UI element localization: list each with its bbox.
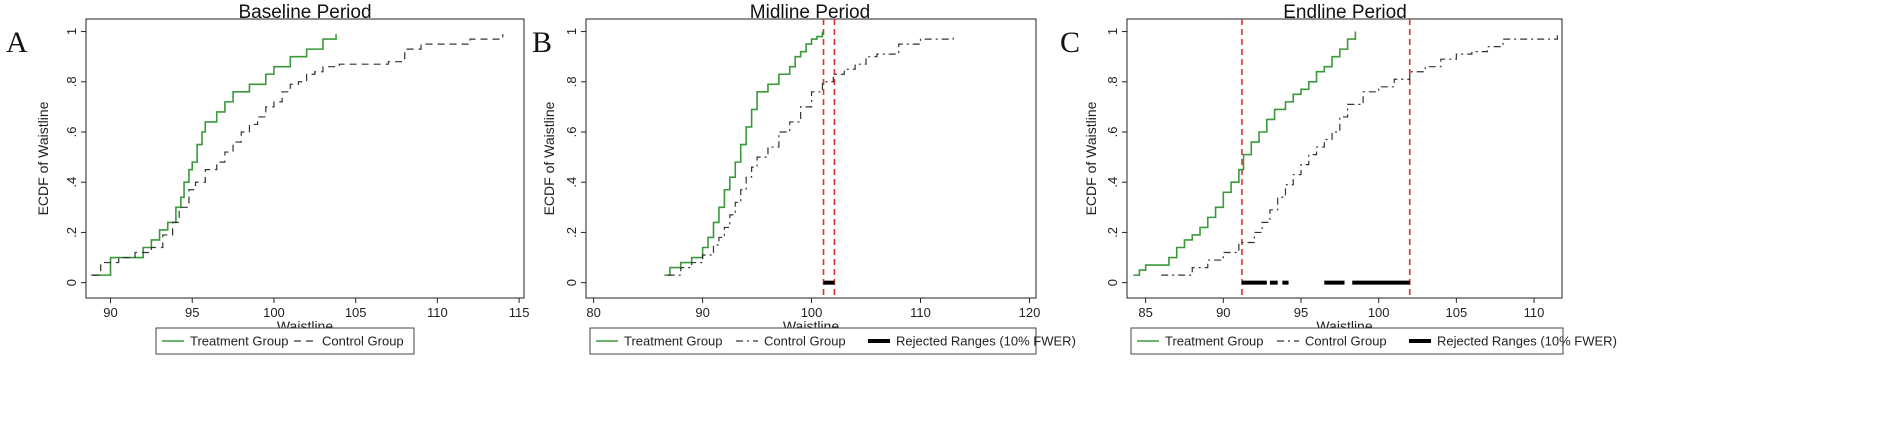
legend: Treatment Group Control Group Rejected Ran… [589, 327, 1076, 355]
y-tick-label: .2 [64, 227, 79, 238]
legend-label: Rejected Ranges (10% FWER) [1437, 334, 1617, 349]
x-tick-label: 90 [695, 305, 709, 320]
legend-box [1130, 327, 1564, 355]
legend-label: Treatment Group [1165, 334, 1264, 349]
legend: Treatment Group Control Group Rejected Ran… [1130, 327, 1617, 355]
x-tick-label: 80 [586, 305, 600, 320]
y-axis-label: ECDF of Waistline [541, 101, 557, 215]
series-control [92, 34, 504, 276]
series-treatment [90, 34, 337, 276]
series-treatment [664, 31, 824, 276]
legend-label: Treatment Group [624, 334, 723, 349]
legend-label: Rejected Ranges (10% FWER) [896, 334, 1076, 349]
plot-frame [585, 18, 1037, 299]
y-tick-label: 1 [64, 28, 79, 35]
panel-a: A Baseline Period 0 .2 .4 .6 .8 1 90 95 100 105 110 1… [6, 2, 530, 355]
panel-letter: B [532, 26, 552, 59]
plot-frame [85, 18, 525, 299]
x-tick-label: 105 [1446, 305, 1468, 320]
x-tick-label: 90 [1216, 305, 1230, 320]
x-tick-label: 110 [910, 305, 931, 320]
series-treatment [1133, 31, 1357, 276]
chart-title: Endline Period [1283, 2, 1407, 23]
series-control [1161, 34, 1558, 276]
y-tick-label: .4 [1105, 177, 1120, 188]
legend-label: Control Group [322, 334, 404, 349]
x-tick-label: 110 [427, 305, 448, 320]
legend-box [155, 327, 415, 355]
y-tick-label: .6 [1105, 127, 1120, 138]
x-tick-label: 95 [1294, 305, 1308, 320]
x-tick-label: 120 [1019, 305, 1041, 320]
legend-box [589, 327, 1037, 355]
y-axis-label: ECDF of Waistline [1083, 101, 1099, 215]
y-tick-label: .8 [564, 76, 579, 87]
y-axis-label: ECDF of Waistline [35, 101, 51, 215]
y-tick-label: .6 [564, 127, 579, 138]
y-tick-label: .8 [64, 76, 79, 87]
legend: Treatment Group Control Group [155, 327, 415, 355]
legend-label: Control Group [764, 334, 846, 349]
x-tick-label: 110 [1524, 305, 1545, 320]
series-control [667, 34, 954, 276]
panel-letter: A [6, 26, 28, 59]
x-tick-label: 100 [801, 305, 823, 320]
panel-letter: C [1060, 26, 1080, 59]
y-tick-label: 1 [564, 28, 579, 35]
x-tick-label: 100 [263, 305, 285, 320]
x-tick-label: 95 [185, 305, 199, 320]
x-tick-label: 100 [1368, 305, 1390, 320]
legend-label: Treatment Group [190, 334, 289, 349]
x-tick-label: 85 [1138, 305, 1152, 320]
panel-c: C Endline Period 0 .2 .4 .6 .8 1 85 90 95 100 105 110… [1060, 2, 1617, 355]
y-tick-label: .4 [564, 177, 579, 188]
y-tick-label: 0 [564, 279, 579, 286]
x-tick-label: 115 [509, 305, 530, 320]
plot-frame [1126, 18, 1563, 299]
y-tick-label: 0 [64, 279, 79, 286]
y-tick-label: .2 [1105, 227, 1120, 238]
y-tick-label: 0 [1105, 279, 1120, 286]
x-tick-label: 105 [345, 305, 367, 320]
legend-label: Control Group [1305, 334, 1387, 349]
y-tick-label: .4 [64, 177, 79, 188]
y-tick-label: .2 [564, 227, 579, 238]
x-tick-label: 90 [103, 305, 117, 320]
y-tick-label: .8 [1105, 76, 1120, 87]
y-tick-label: .6 [64, 127, 79, 138]
chart-title: Baseline Period [238, 2, 371, 23]
chart-title: Midline Period [750, 2, 870, 23]
y-tick-label: 1 [1105, 28, 1120, 35]
